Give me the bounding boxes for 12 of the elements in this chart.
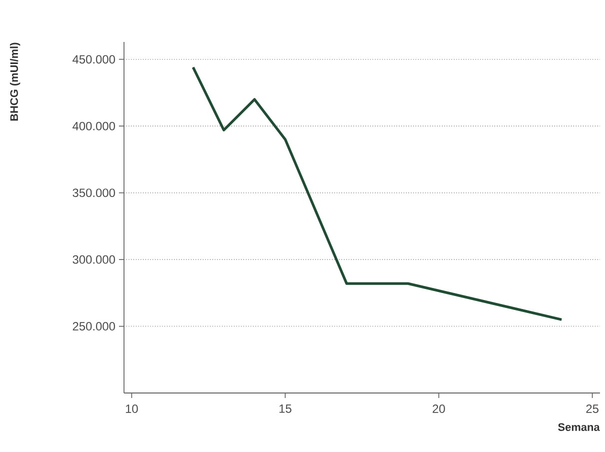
x-tick-label: 15 [279,404,292,413]
y-tick-label: 300.000 [72,255,116,264]
y-tick-label: 350.000 [72,188,116,198]
x-tick-label: 25 [586,404,598,413]
line-series [192,66,563,321]
y-tick-label: 400.000 [72,122,116,130]
y-tick-label: 450.000 [72,55,116,64]
y-tick-label: 250.000 [72,322,116,330]
x-tick-label: 20 [432,404,445,413]
y-axis-title: BHCG (mUI/ml) [10,42,20,121]
x-axis-title: Semana [558,423,600,431]
x-tick-label: 10 [126,404,138,413]
